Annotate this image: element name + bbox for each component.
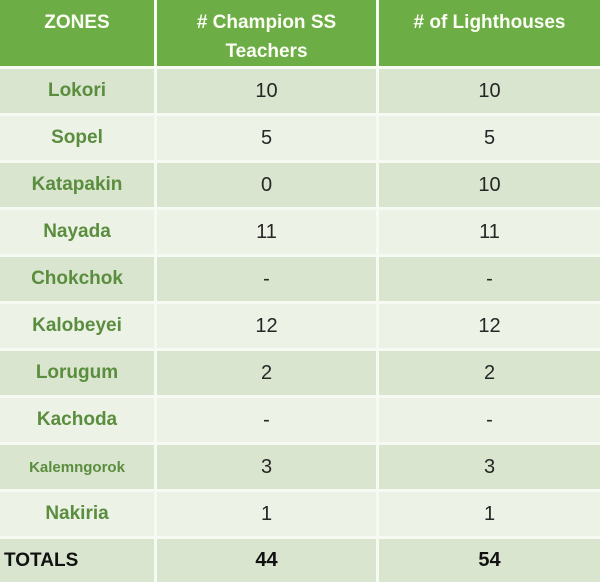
teachers-cell: 2 (157, 351, 379, 398)
table-header: ZONES # Champion SS Teachers # of Lighth… (0, 0, 600, 69)
header-lighthouses: # of Lighthouses (379, 0, 600, 69)
zone-cell: Katapakin (0, 163, 157, 210)
totals-lighthouses-value: 54 (379, 539, 600, 582)
teachers-cell: 5 (157, 116, 379, 163)
table-row: Chokchok - - (0, 257, 600, 304)
lighthouses-cell: - (379, 398, 600, 445)
zone-cell: Lorugum (0, 351, 157, 398)
table-body: Lokori 10 10 Sopel 5 5 Katapakin 0 10 Nayada 11 11 C… (0, 69, 600, 539)
table-row: Katapakin 0 10 (0, 163, 600, 210)
lighthouses-cell: 11 (379, 210, 600, 257)
header-champion-ss-teachers: # Champion SS Teachers (157, 0, 379, 69)
teachers-cell: 1 (157, 492, 379, 539)
zone-cell: Chokchok (0, 257, 157, 304)
header-zones: ZONES (0, 0, 157, 69)
totals-label: TOTALS (0, 539, 157, 582)
totals-row: TOTALS 44 54 (0, 539, 600, 582)
zone-cell: Nakiria (0, 492, 157, 539)
teachers-cell: - (157, 257, 379, 304)
zone-cell: Kalemngorok (0, 445, 157, 492)
teachers-cell: 12 (157, 304, 379, 351)
table-row: Sopel 5 5 (0, 116, 600, 163)
table-row: Lorugum 2 2 (0, 351, 600, 398)
table-row: Lokori 10 10 (0, 69, 600, 116)
table-row: Kachoda - - (0, 398, 600, 445)
teachers-cell: - (157, 398, 379, 445)
lighthouses-cell: 10 (379, 163, 600, 210)
lighthouses-cell: 10 (379, 69, 600, 116)
table-row: Nakiria 1 1 (0, 492, 600, 539)
zone-cell: Kalobeyei (0, 304, 157, 351)
lighthouses-cell: 12 (379, 304, 600, 351)
zone-cell: Nayada (0, 210, 157, 257)
zone-cell: Lokori (0, 69, 157, 116)
lighthouses-cell: 5 (379, 116, 600, 163)
header-row: ZONES # Champion SS Teachers # of Lighth… (0, 0, 600, 69)
totals-teachers-value: 44 (157, 539, 379, 582)
table-row: Kalobeyei 12 12 (0, 304, 600, 351)
lighthouses-cell: - (379, 257, 600, 304)
zone-cell: Sopel (0, 116, 157, 163)
table-row: Nayada 11 11 (0, 210, 600, 257)
zone-cell: Kachoda (0, 398, 157, 445)
lighthouses-cell: 3 (379, 445, 600, 492)
lighthouses-cell: 2 (379, 351, 600, 398)
teachers-cell: 11 (157, 210, 379, 257)
teachers-cell: 0 (157, 163, 379, 210)
table-footer: TOTALS 44 54 (0, 539, 600, 582)
teachers-cell: 10 (157, 69, 379, 116)
teachers-cell: 3 (157, 445, 379, 492)
table-row: Kalemngorok 3 3 (0, 445, 600, 492)
lighthouses-cell: 1 (379, 492, 600, 539)
